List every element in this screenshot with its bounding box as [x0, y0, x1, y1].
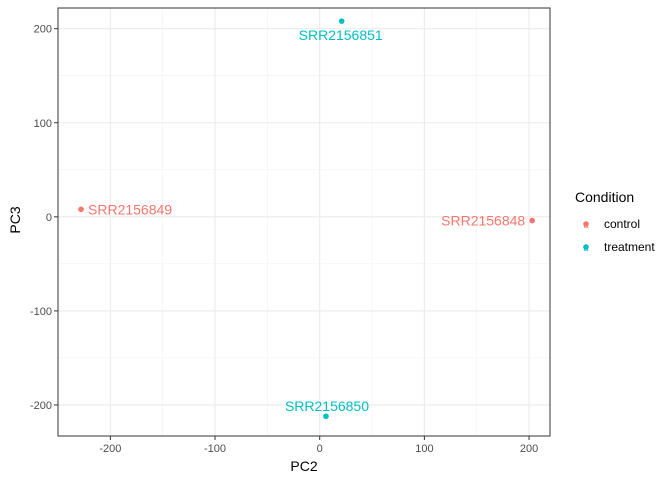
- svg-text:a: a: [583, 243, 588, 253]
- point-srr2156851: [338, 18, 345, 24]
- x-tick-label: 100: [415, 443, 433, 455]
- y-tick-label: 200: [34, 24, 52, 36]
- y-tick-label: 0: [46, 212, 52, 224]
- legend: Condition a control a treatment: [575, 189, 655, 254]
- point-label-srr2156848: SRR2156848: [441, 213, 525, 229]
- x-tick-label: 0: [317, 443, 323, 455]
- y-axis-title: PC3: [7, 206, 23, 233]
- x-tick-label: -100: [204, 443, 226, 455]
- plot-panel-border: [57, 7, 551, 437]
- point-label-srr2156850: SRR2156850: [285, 398, 369, 414]
- legend-title: Condition: [575, 189, 634, 205]
- major-gridlines: [58, 8, 550, 436]
- y-tick-label: -200: [30, 400, 52, 412]
- point-srr2156850: [323, 413, 329, 420]
- point-srr2156849: [78, 206, 84, 213]
- point-label-srr2156851: SRR2156851: [299, 27, 383, 43]
- legend-label-control: control: [604, 217, 640, 231]
- point-srr2156848: [529, 217, 536, 224]
- legend-label-treatment: treatment: [604, 240, 655, 254]
- legend-key-treatment: a: [583, 243, 589, 253]
- data-points: [78, 18, 536, 420]
- x-tick-label: -200: [99, 443, 121, 455]
- x-axis-title: PC2: [290, 458, 317, 474]
- y-axis: 200 100 0 -100 -200: [30, 24, 58, 412]
- data-point-labels: SRR2156849 SRR2156848 SRR2156851 SRR2156850: [88, 27, 525, 414]
- x-tick-label: 200: [520, 443, 538, 455]
- x-axis: -200 -100 0 100 200: [99, 436, 538, 455]
- y-tick-label: 100: [34, 118, 52, 130]
- minor-gridlines: [57, 8, 550, 436]
- y-tick-label: -100: [30, 306, 52, 318]
- legend-key-control: a: [583, 220, 589, 230]
- svg-text:a: a: [583, 220, 588, 230]
- point-label-srr2156849: SRR2156849: [88, 201, 172, 217]
